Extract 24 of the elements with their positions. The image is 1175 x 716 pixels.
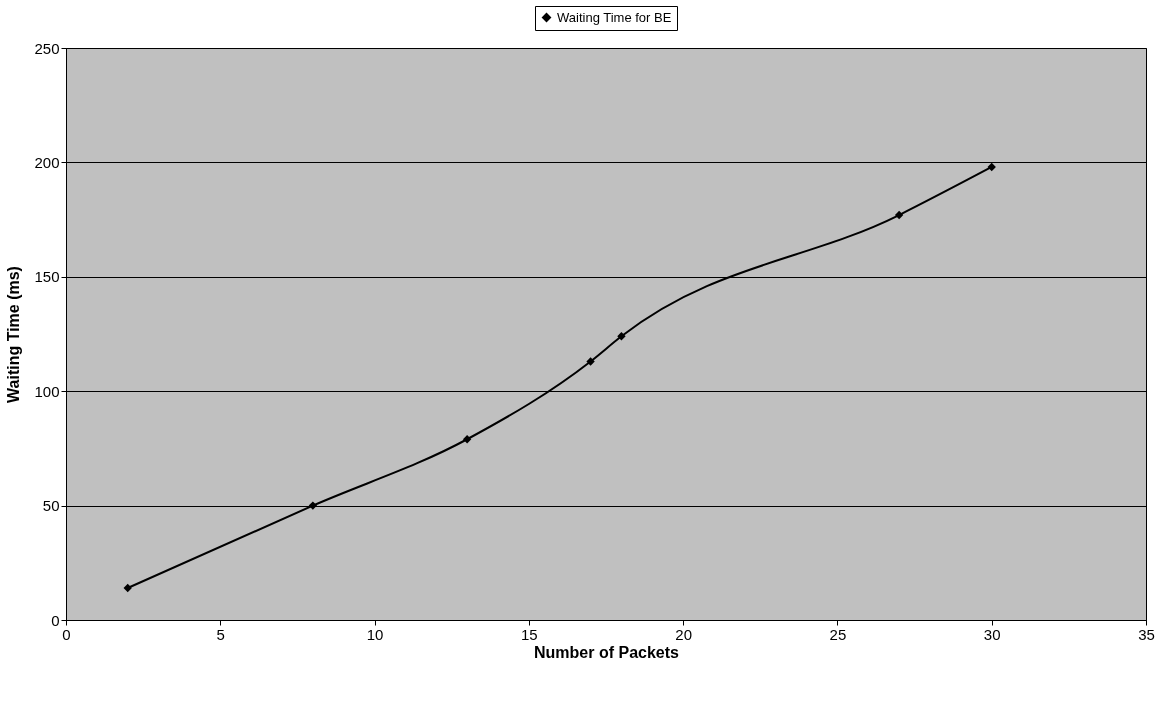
y-tick-label: 50 — [42, 497, 60, 515]
y-tick-label: 150 — [34, 268, 60, 286]
point — [987, 162, 996, 172]
x-tick-label: 30 — [983, 625, 1001, 643]
x-tick-label: 5 — [216, 625, 225, 643]
x-tick-label: 35 — [1138, 625, 1155, 643]
y-tick-label: 0 — [51, 611, 60, 629]
point — [123, 583, 132, 593]
x-tick-label: 25 — [829, 625, 847, 643]
point — [308, 501, 318, 510]
x-tick-label: 0 — [62, 625, 71, 643]
y-tick-label: 200 — [34, 153, 60, 171]
x-tick-label: 10 — [366, 625, 384, 643]
y-tick-label: 250 — [34, 39, 60, 57]
point — [617, 332, 626, 341]
x-axis-title: Number of Packets — [534, 643, 680, 661]
y-tick-label: 100 — [34, 382, 60, 400]
point — [462, 435, 472, 444]
y-axis-title: Waiting Time (ms) — [5, 266, 23, 403]
x-tick-label: 15 — [521, 625, 538, 643]
legend-label: Waiting Time for BE — [557, 9, 672, 25]
point — [894, 210, 904, 220]
point — [586, 357, 595, 366]
x-tick-label: 20 — [675, 625, 692, 643]
